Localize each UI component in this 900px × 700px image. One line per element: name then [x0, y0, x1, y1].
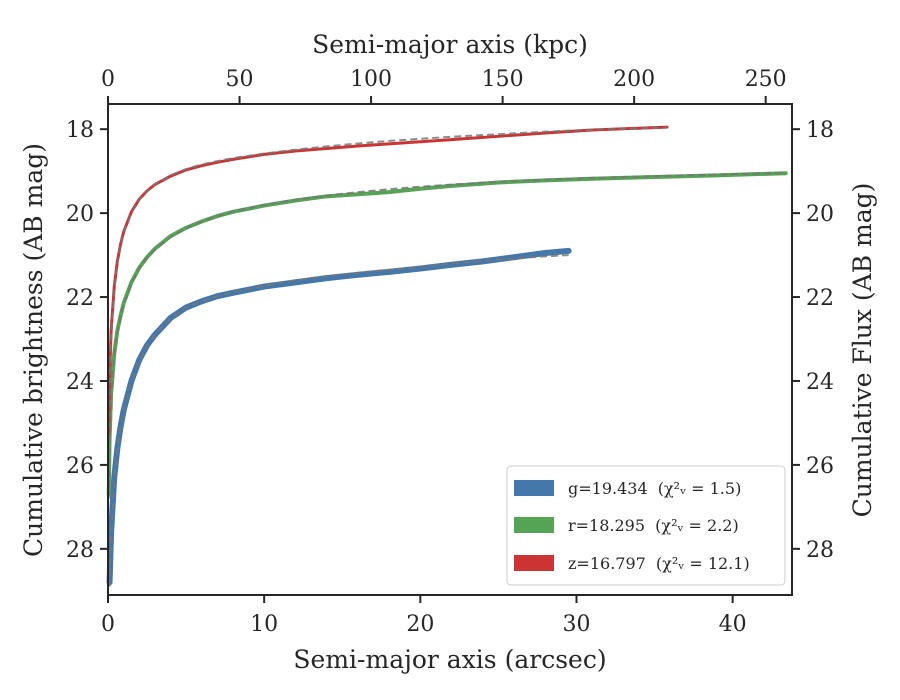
top-x-tick-label: 100: [350, 67, 392, 92]
series-fit-r: [107, 171, 786, 499]
right-y-tick-label: 22: [806, 286, 834, 311]
x-tick-label: 40: [719, 612, 747, 637]
legend-chi-g: (χ²ᵥ = 1.5): [658, 479, 742, 498]
y-tick-label: 18: [66, 118, 94, 143]
y-tick-label: 26: [66, 454, 94, 479]
y-tick-label: 28: [66, 538, 94, 563]
legend-frame: [506, 465, 786, 586]
right-y-tick-label: 18: [806, 118, 834, 143]
legend-swatch-z: [514, 555, 554, 571]
legend-label-r: r=18.295 (χ²ᵥ = 2.2): [568, 516, 739, 535]
top-x-tick-label: 50: [226, 67, 254, 92]
right-y-axis-title: Cumulative Flux (AB mag): [848, 183, 877, 518]
x-tick-label: 0: [101, 612, 115, 637]
axes-layer: 0 10 20 30 40 0 50 100 150 200 250 18 18 20 20 22 22 24 24…: [66, 67, 834, 637]
legend-name-z: z=16.797: [568, 554, 646, 573]
legend-swatch-r: [514, 517, 554, 533]
top-x-tick-label: 0: [101, 67, 115, 92]
series-fit-g: [108, 254, 569, 587]
legend-name-g: g=19.434: [568, 479, 648, 498]
x-tick-label: 30: [562, 612, 590, 637]
legend-label-z: z=16.797 (χ²ᵥ = 12.1): [568, 554, 750, 573]
legend-chi-r: (χ²ᵥ = 2.2): [655, 516, 739, 535]
legend-label-g: g=19.434 (χ²ᵥ = 1.5): [568, 479, 741, 498]
y-axis-title: Cumulative brightness (AB mag): [19, 143, 48, 557]
x-tick-label: 20: [406, 612, 434, 637]
top-x-tick-label: 150: [482, 67, 524, 92]
right-y-tick-label: 20: [806, 202, 834, 227]
series-layer: [106, 125, 788, 587]
x-axis-title: Semi-major axis (arcsec): [293, 645, 606, 674]
right-y-tick-label: 28: [806, 538, 834, 563]
y-tick-label: 24: [66, 370, 94, 395]
series-line-z: [107, 125, 669, 438]
y-tick-label: 22: [66, 286, 94, 311]
series-line-g: [106, 247, 572, 586]
legend-name-r: r=18.295: [568, 516, 645, 535]
top-x-tick-label: 250: [745, 67, 787, 92]
right-y-tick-label: 26: [806, 454, 834, 479]
right-y-tick-label: 24: [806, 370, 834, 395]
legend-swatch-g: [514, 480, 554, 496]
plot-frame: [107, 103, 793, 596]
y-tick-label: 20: [66, 202, 94, 227]
x-tick-label: 10: [250, 612, 278, 637]
top-x-axis-title: Semi-major axis (kpc): [312, 30, 588, 59]
legend-chi-z: (χ²ᵥ = 12.1): [656, 554, 750, 573]
series-fit-z: [107, 126, 668, 440]
legend: g=19.434 (χ²ᵥ = 1.5) r=18.295 (χ²ᵥ = 2.2…: [506, 465, 786, 586]
top-x-tick-label: 200: [613, 67, 655, 92]
